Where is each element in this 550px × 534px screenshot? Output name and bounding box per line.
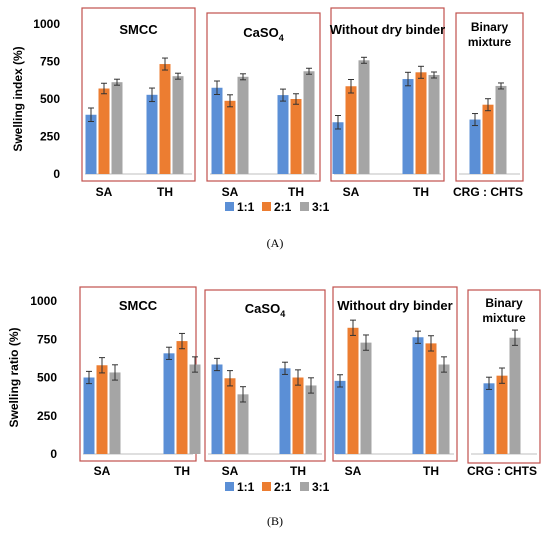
x-category-label-b: TH — [423, 464, 439, 478]
bar-a-s1 — [277, 95, 289, 174]
bar-b-s3 — [509, 337, 521, 454]
bar-a-s1 — [402, 79, 414, 174]
bar-a-s2 — [98, 88, 110, 174]
x-category-label-a: SA — [96, 185, 113, 199]
y-tick-label-b: 250 — [37, 409, 57, 423]
legend-label-b: 3:1 — [312, 480, 330, 494]
x-category-label-a: SA — [222, 185, 239, 199]
x-category-label-b: TH — [174, 464, 190, 478]
y-tick-label-b: 0 — [50, 447, 57, 461]
bar-a-s3 — [428, 75, 440, 174]
panel-title-a: Without dry binder — [330, 22, 445, 37]
panel-frame-a — [455, 12, 524, 182]
bar-a-s1 — [469, 119, 481, 174]
bar-a-s3 — [237, 76, 249, 174]
bar-b-s3 — [438, 364, 450, 454]
y-tick-label-b: 750 — [37, 332, 57, 346]
x-category-label-b: SA — [345, 464, 362, 478]
bar-b-s1 — [211, 364, 223, 454]
legend-label-a: 3:1 — [312, 200, 330, 214]
legend-label-b: 1:1 — [237, 480, 255, 494]
bar-a-s1 — [85, 114, 97, 174]
panel-frame-b — [332, 286, 458, 462]
y-axis-title-b: Swelling ratio (%) — [7, 327, 21, 427]
bar-a-s2 — [224, 100, 236, 174]
caption-b: (B) — [267, 514, 283, 528]
x-category-label-a: TH — [157, 185, 173, 199]
bar-b-s3 — [360, 342, 372, 454]
bar-a-s3 — [111, 82, 123, 174]
bar-a-s1 — [146, 94, 158, 174]
bar-b-s1 — [483, 383, 495, 454]
bar-b-s3 — [237, 394, 249, 454]
bar-b-s1 — [334, 380, 346, 454]
bar-b-s1 — [279, 368, 291, 454]
bar-b-s3 — [109, 372, 121, 454]
panel-title-b: Binary mixture — [482, 296, 526, 325]
y-tick-label-b: 500 — [37, 371, 57, 385]
x-category-label-b: SA — [94, 464, 111, 478]
bar-a-s1 — [332, 122, 344, 174]
panel-title-a: Binary mixture — [468, 20, 512, 49]
panel-frame-a — [206, 12, 321, 182]
bar-b-s2 — [292, 377, 304, 454]
panel-title-b: CaSO4 — [245, 301, 285, 319]
bar-a-s3 — [172, 76, 184, 174]
panel-frame-b — [204, 289, 326, 462]
bar-b-s2 — [425, 343, 437, 454]
x-category-label-b: CRG : CHTS — [467, 464, 537, 478]
panel-title-a: SMCC — [119, 22, 158, 37]
bar-b-s2 — [224, 378, 236, 454]
panel-title-b: SMCC — [119, 298, 158, 313]
y-tick-label-a: 250 — [40, 130, 60, 144]
x-category-label-a: TH — [413, 185, 429, 199]
bar-a-s1 — [211, 87, 223, 174]
x-category-label-a: CRG : CHTS — [453, 185, 523, 199]
legend-swatch-a — [225, 202, 234, 211]
legend-swatch-b — [300, 482, 309, 491]
panel-frame-a — [81, 7, 196, 182]
legend-swatch-b — [262, 482, 271, 491]
bar-a-s2 — [290, 99, 302, 174]
y-tick-label-a: 750 — [40, 55, 60, 69]
y-tick-label-a: 1000 — [33, 17, 60, 31]
bar-b-s1 — [163, 353, 175, 454]
x-category-label-b: SA — [222, 464, 239, 478]
y-tick-label-b: 1000 — [30, 294, 57, 308]
caption-a: (A) — [266, 236, 284, 250]
panel-title-b: Without dry binder — [337, 298, 452, 313]
panel-frame-a — [330, 7, 445, 182]
bar-b-s3 — [189, 364, 201, 454]
legend-label-a: 2:1 — [274, 200, 292, 214]
legend-label-a: 1:1 — [237, 200, 255, 214]
bar-a-s2 — [482, 104, 494, 174]
bar-a-s3 — [303, 71, 315, 174]
x-category-label-b: TH — [290, 464, 306, 478]
bar-a-s2 — [345, 86, 357, 174]
bar-b-s2 — [347, 327, 359, 454]
bar-a-s2 — [159, 64, 171, 174]
bar-b-s2 — [176, 341, 188, 454]
bar-b-s1 — [412, 337, 424, 454]
y-axis-title-a: Swelling index (%) — [11, 46, 25, 151]
y-tick-label-a: 500 — [40, 92, 60, 106]
legend-label-b: 2:1 — [274, 480, 292, 494]
panel-frame-b — [467, 289, 541, 464]
legend-swatch-b — [225, 482, 234, 491]
x-category-label-a: SA — [343, 185, 360, 199]
panel-title-a: CaSO4 — [243, 25, 283, 43]
bar-b-s2 — [96, 365, 108, 454]
bar-b-s3 — [305, 385, 317, 454]
legend-swatch-a — [300, 202, 309, 211]
legend-swatch-a — [262, 202, 271, 211]
x-category-label-a: TH — [288, 185, 304, 199]
bar-a-s3 — [358, 60, 370, 174]
bar-a-s3 — [495, 85, 507, 174]
y-tick-label-a: 0 — [53, 167, 60, 181]
bar-b-s2 — [496, 375, 508, 454]
bar-b-s1 — [83, 377, 95, 454]
bar-a-s2 — [415, 72, 427, 174]
